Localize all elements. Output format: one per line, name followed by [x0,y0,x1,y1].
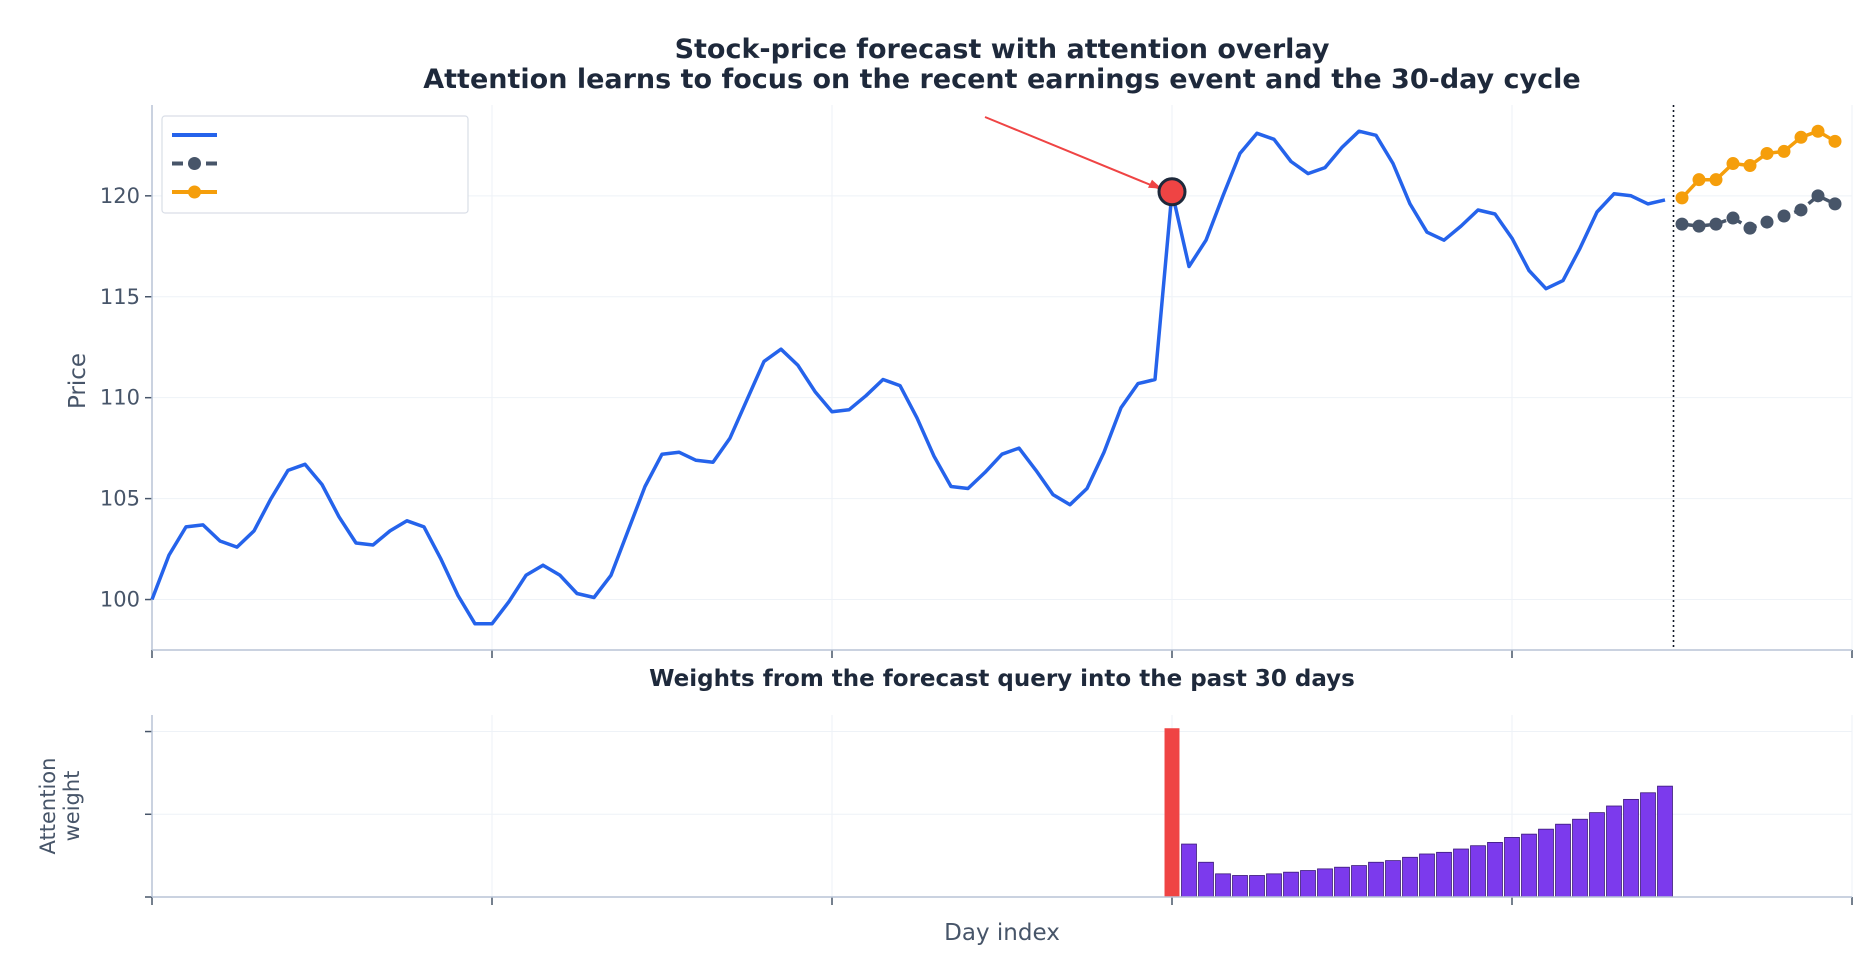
attention-bar [1470,845,1486,898]
attention-bar-highlight [1164,728,1180,897]
attention-bar [1232,875,1248,898]
attention-bar [1436,851,1452,898]
attention-bar [1402,856,1418,898]
attention-bar [1487,842,1503,898]
x-axis-label: Day index [944,920,1060,946]
attention-bar [1555,823,1571,898]
earnings-arrow [984,116,1161,190]
series-point-1 [1794,203,1808,217]
y-tick-label: 105 [100,487,140,511]
series-point-1 [1743,221,1757,235]
attention-bar [1300,870,1316,898]
attention-bar [1504,837,1520,898]
attention-bar [1317,868,1333,898]
series-line-2 [1680,129,1836,200]
series-point-1 [1709,217,1723,231]
attention-bar [1572,818,1588,898]
attention-bar [1589,812,1605,898]
series-point-1 [1811,189,1825,203]
y-tick-label: 120 [100,184,140,208]
series-point-1 [1726,211,1740,225]
series-point-1 [1692,219,1706,233]
attention-bar [1521,833,1537,898]
price-panel: 100 105 110 115 120 [100,105,1853,658]
attention-bar [1640,792,1656,898]
chart-subtitle: Attention learns to focus on the recent … [423,64,1580,95]
attention-bar [1215,873,1231,898]
attention-panel: Attentionweight [36,715,1853,905]
y-axis-label-part: weight [60,771,84,842]
legend-marker-2 [188,185,201,199]
attention-bar [1606,805,1622,898]
attention-bar [1385,860,1401,898]
series-point-1 [1760,215,1774,229]
series-point-1 [1675,217,1689,231]
legend-box [161,115,469,214]
series-point-1 [1777,209,1791,223]
series-point-2 [1743,159,1757,173]
series-point-2 [1692,173,1706,187]
series-point-2 [1794,130,1808,144]
attention-bar [1538,828,1554,898]
series-line-1 [1681,194,1836,230]
earnings-marker [1157,177,1187,207]
attention-bar [1334,866,1350,898]
series-point-2 [1726,157,1740,171]
series-point-2 [1760,146,1774,160]
series-point-2 [1828,134,1842,148]
attention-bar [1283,871,1299,898]
attention-bar [1623,798,1639,898]
chart-title: Stock-price forecast with attention over… [675,34,1330,65]
attention-bar [1266,873,1282,898]
y-tick-label: 115 [100,285,140,309]
attention-bar [1453,848,1469,898]
series-point-2 [1709,173,1723,187]
series-line-0 [150,129,1666,626]
y-tick-label: 110 [100,386,140,410]
y-axis-label-bottom: Attentionweight [36,758,84,855]
series-point-1 [1828,197,1842,211]
attention-bar [1657,785,1673,898]
y-tick-label: 100 [100,588,140,612]
series-point-2 [1811,124,1825,138]
attention-bar [1419,853,1435,898]
legend [161,115,469,214]
attention-bar [1351,865,1367,898]
y-axis-label-top: Price [65,353,91,409]
series-point-2 [1675,191,1689,205]
y-axis-label-part: Attention [36,758,60,855]
attention-bar [1249,875,1265,898]
legend-marker-1 [188,157,201,170]
series-point-2 [1777,144,1791,158]
bottom-panel-title: Weights from the forecast query into the… [649,666,1355,692]
attention-bar [1198,861,1214,898]
attention-bar [1181,843,1197,898]
attention-bar [1368,861,1384,898]
